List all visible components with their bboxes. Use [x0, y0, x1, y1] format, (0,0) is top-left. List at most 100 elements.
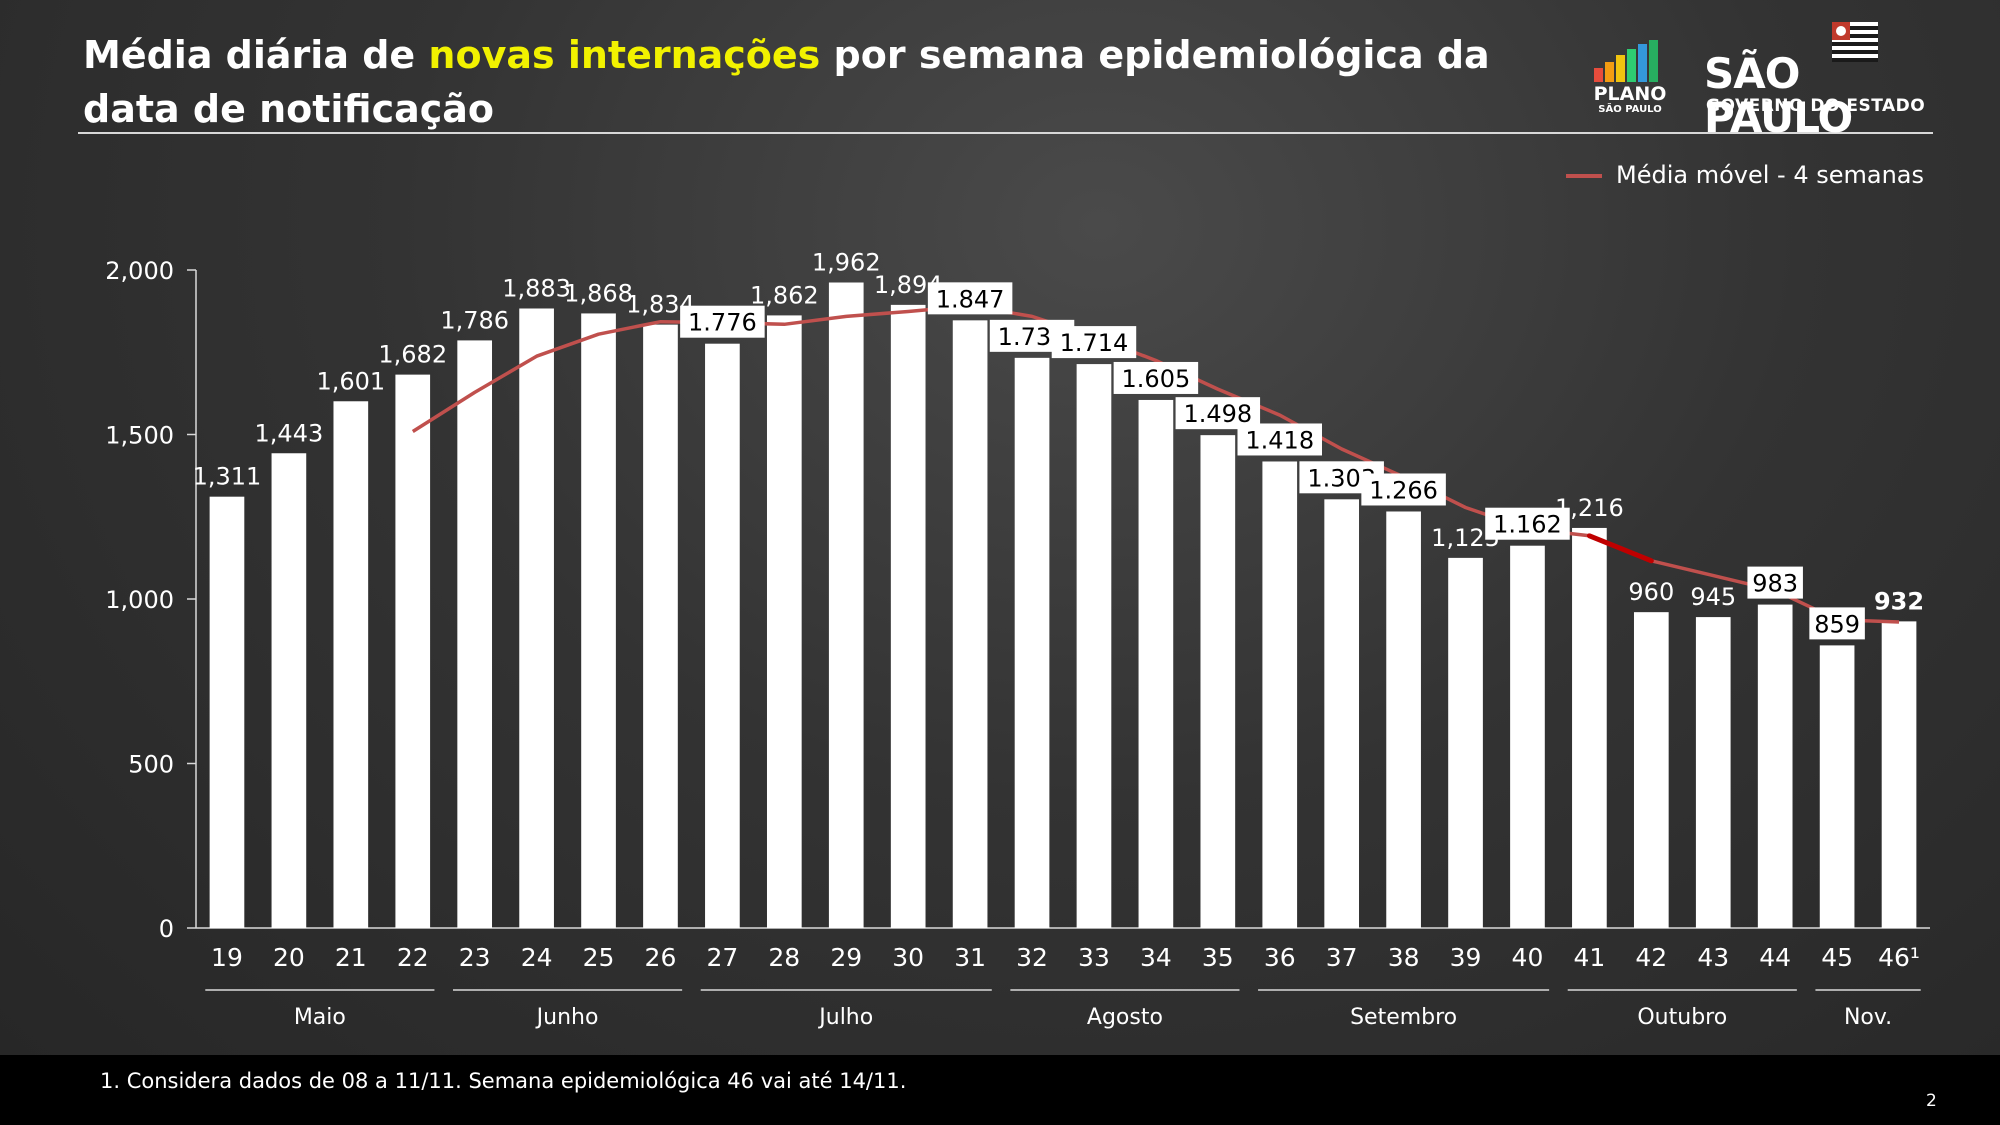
bar — [519, 308, 554, 928]
bar — [643, 324, 678, 928]
x-tick-label: 24 — [521, 943, 553, 972]
data-label: 1,601 — [316, 367, 385, 395]
bar — [457, 340, 493, 928]
bar — [581, 313, 616, 929]
bar — [1324, 499, 1360, 928]
x-tick-label: 39 — [1450, 943, 1482, 972]
data-label: 1,786 — [440, 306, 509, 334]
bar — [1572, 527, 1607, 928]
data-label: 932 — [1874, 587, 1924, 615]
data-label: 1,216 — [1555, 494, 1624, 522]
data-label: 1,868 — [564, 279, 633, 307]
x-tick-label: 34 — [1140, 943, 1172, 972]
data-label: 960 — [1628, 578, 1674, 606]
plano-sao-paulo-logo: PLANO SÃO PAULO — [1590, 40, 1670, 120]
data-label-box — [1485, 507, 1570, 540]
legend-line-swatch — [1566, 174, 1602, 178]
x-tick-label: 32 — [1016, 943, 1048, 972]
data-label-box — [1361, 473, 1446, 506]
data-label: 1,311 — [193, 463, 262, 491]
bar — [395, 374, 431, 928]
bar — [1386, 511, 1421, 928]
data-label: 1,682 — [378, 341, 447, 369]
x-tick-label: 41 — [1573, 943, 1605, 972]
x-tick-label: 25 — [583, 943, 615, 972]
sao-paulo-government-logo: SÃO PAULO GOVERNO DO ESTADO — [1700, 22, 1940, 140]
data-label: 1.714 — [1060, 329, 1129, 357]
x-tick-label: 45 — [1821, 943, 1853, 972]
bar — [1881, 621, 1917, 928]
month-label: Setembro — [1350, 1005, 1457, 1030]
page-number: 2 — [1926, 1091, 1937, 1111]
bar — [890, 304, 926, 928]
data-label: 859 — [1814, 610, 1860, 638]
month-label: Agosto — [1087, 1005, 1163, 1030]
bar — [1262, 461, 1298, 928]
month-label: Julho — [817, 1005, 873, 1030]
data-label: 1,962 — [812, 249, 881, 277]
footnote: 1. Considera dados de 08 a 11/11. Semana… — [100, 1069, 907, 1093]
data-label: 1,443 — [255, 419, 324, 447]
x-tick-label: 26 — [645, 943, 677, 972]
x-tick-label: 35 — [1202, 943, 1234, 972]
data-label: 1.418 — [1245, 426, 1314, 454]
page-title: Média diária de novas internações por se… — [83, 28, 1553, 136]
data-label: 1.605 — [1122, 365, 1191, 393]
bar — [1757, 604, 1793, 928]
x-tick-label: 36 — [1264, 943, 1296, 972]
moving-average-highlight-segment — [1586, 533, 1654, 564]
x-tick-label: 44 — [1759, 943, 1791, 972]
governo-estado-text: GOVERNO DO ESTADO — [1706, 96, 1926, 116]
x-tick-label: 43 — [1697, 943, 1729, 972]
bar — [209, 496, 245, 928]
title-part-2: por semana epidemiológica da data de not… — [83, 33, 1490, 131]
sao-paulo-flag-icon — [1832, 22, 1878, 62]
data-label-box — [1237, 423, 1322, 456]
data-label: 1.266 — [1369, 476, 1438, 504]
x-tick-label: 27 — [706, 943, 738, 972]
data-label: 983 — [1752, 570, 1798, 598]
x-tick-label: 29 — [830, 943, 862, 972]
data-label-box — [927, 282, 1013, 315]
data-label: 1.847 — [936, 285, 1005, 313]
y-tick-label: 500 — [128, 751, 174, 779]
footer-bar: 1. Considera dados de 08 a 11/11. Semana… — [0, 1055, 2000, 1125]
y-tick-label: 1,500 — [105, 422, 174, 450]
data-label: 1,862 — [750, 281, 819, 309]
month-label: Maio — [294, 1005, 346, 1030]
x-tick-label: 23 — [459, 943, 491, 972]
bar — [1138, 399, 1174, 929]
x-tick-label: 30 — [892, 943, 924, 972]
bar — [333, 401, 369, 928]
bar — [1819, 645, 1855, 928]
bar — [1448, 557, 1483, 928]
x-tick-label: 31 — [954, 943, 986, 972]
data-label-box — [1809, 607, 1865, 640]
month-label: Nov. — [1844, 1005, 1892, 1030]
data-label-box — [1113, 361, 1199, 394]
x-tick-label: 38 — [1388, 943, 1420, 972]
x-tick-label: 22 — [397, 943, 429, 972]
bar — [1014, 357, 1050, 928]
y-tick-label: 0 — [159, 915, 174, 943]
data-label: 1,883 — [502, 274, 571, 302]
bar — [271, 453, 307, 928]
bar — [1695, 617, 1731, 928]
bar — [1076, 364, 1112, 928]
y-tick-label: 1,000 — [105, 586, 174, 614]
x-tick-label: 42 — [1635, 943, 1667, 972]
sao-paulo-logo-text: SÃO PAULO — [1704, 49, 1853, 142]
bar — [1200, 435, 1236, 928]
plano-logo-subtext: SÃO PAULO — [1598, 104, 1662, 115]
title-divider — [78, 132, 1933, 134]
plano-bars-icon — [1594, 40, 1670, 82]
x-tick-label: 20 — [273, 943, 305, 972]
data-label-box — [1747, 566, 1803, 599]
x-tick-label: 33 — [1078, 943, 1110, 972]
x-tick-label: 21 — [335, 943, 367, 972]
data-label: 1.162 — [1493, 511, 1562, 539]
data-label: 1.776 — [688, 309, 757, 337]
plano-logo-text: PLANO — [1593, 83, 1667, 105]
bar — [766, 315, 802, 929]
data-label: 945 — [1690, 583, 1736, 611]
